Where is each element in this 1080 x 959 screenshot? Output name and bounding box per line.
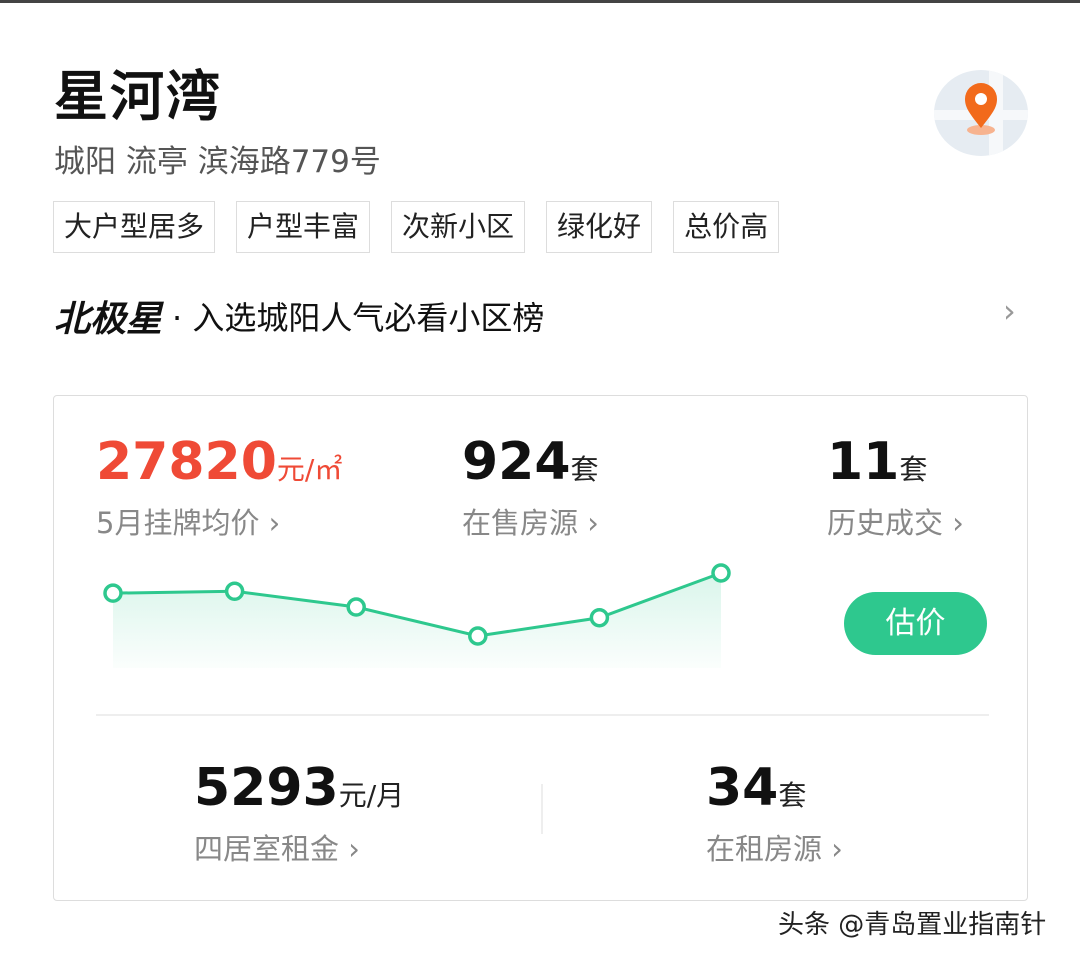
for-rent-unit: 套 [778, 779, 807, 812]
tag: 户型丰富 [236, 201, 371, 253]
on-sale-unit: 套 [570, 453, 599, 486]
trend-area [113, 573, 721, 668]
on-sale-label: 在售房源 › [462, 506, 599, 540]
map-pin-icon [965, 83, 997, 135]
map-button[interactable] [934, 70, 1028, 156]
avg-price-value: 27820 [96, 432, 277, 492]
price-trend-chart [103, 563, 731, 668]
tag: 次新小区 [391, 201, 526, 253]
history-unit: 套 [899, 453, 928, 486]
trend-point [589, 607, 610, 628]
ranking-link[interactable]: 北极星 · 入选城阳人气必看小区榜 [54, 290, 544, 342]
trend-point [103, 583, 123, 603]
tag-list: 大户型居多 户型丰富 次新小区 绿化好 总价高 [53, 201, 780, 253]
community-title: 星河湾 [54, 65, 222, 128]
history-label: 历史成交 › [827, 506, 964, 540]
trend-point [224, 581, 245, 602]
rent-label: 四居室租金 › [194, 832, 360, 866]
trend-line [112, 571, 722, 638]
trend-point [346, 597, 366, 617]
avg-price-unit: 元/㎡ [276, 453, 343, 486]
tag: 大户型居多 [53, 201, 216, 253]
avg-price-stat[interactable]: 27820元/㎡ 5月挂牌均价 › [96, 436, 342, 542]
rent-value: 5293 [194, 758, 339, 818]
history-stat[interactable]: 11套 历史成交 › [827, 436, 964, 542]
tag: 绿化好 [546, 201, 653, 253]
for-rent-value: 34 [706, 758, 779, 818]
trend-point [711, 563, 731, 583]
history-value: 11 [827, 432, 900, 492]
rent-unit: 元/月 [338, 779, 405, 812]
ranking-brand: 北极星 [54, 299, 163, 340]
rent-stat[interactable]: 5293元/月 四居室租金 › [194, 762, 404, 868]
for-rent-stat[interactable]: 34套 在租房源 › [706, 762, 843, 868]
divider-vertical [541, 784, 543, 834]
on-sale-value: 924 [462, 432, 571, 492]
avg-price-label: 5月挂牌均价 › [96, 506, 281, 540]
for-rent-label: 在租房源 › [706, 832, 843, 866]
tag: 总价高 [673, 201, 780, 253]
watermark: 头条 @青岛置业指南针 [778, 910, 1047, 940]
chevron-right-icon[interactable]: › [1003, 292, 1016, 330]
divider [96, 714, 989, 716]
stats-card: 27820元/㎡ 5月挂牌均价 › 924套 在售房源 › 11套 历史成交 ›… [53, 395, 1028, 901]
top-edge [0, 0, 1080, 3]
ranking-text: · 入选城阳人气必看小区榜 [172, 299, 545, 337]
address: 城阳 流亭 滨海路779号 [54, 144, 381, 180]
trend-point [468, 626, 488, 646]
on-sale-stat[interactable]: 924套 在售房源 › [462, 436, 599, 542]
estimate-button[interactable]: 估价 [844, 592, 987, 655]
